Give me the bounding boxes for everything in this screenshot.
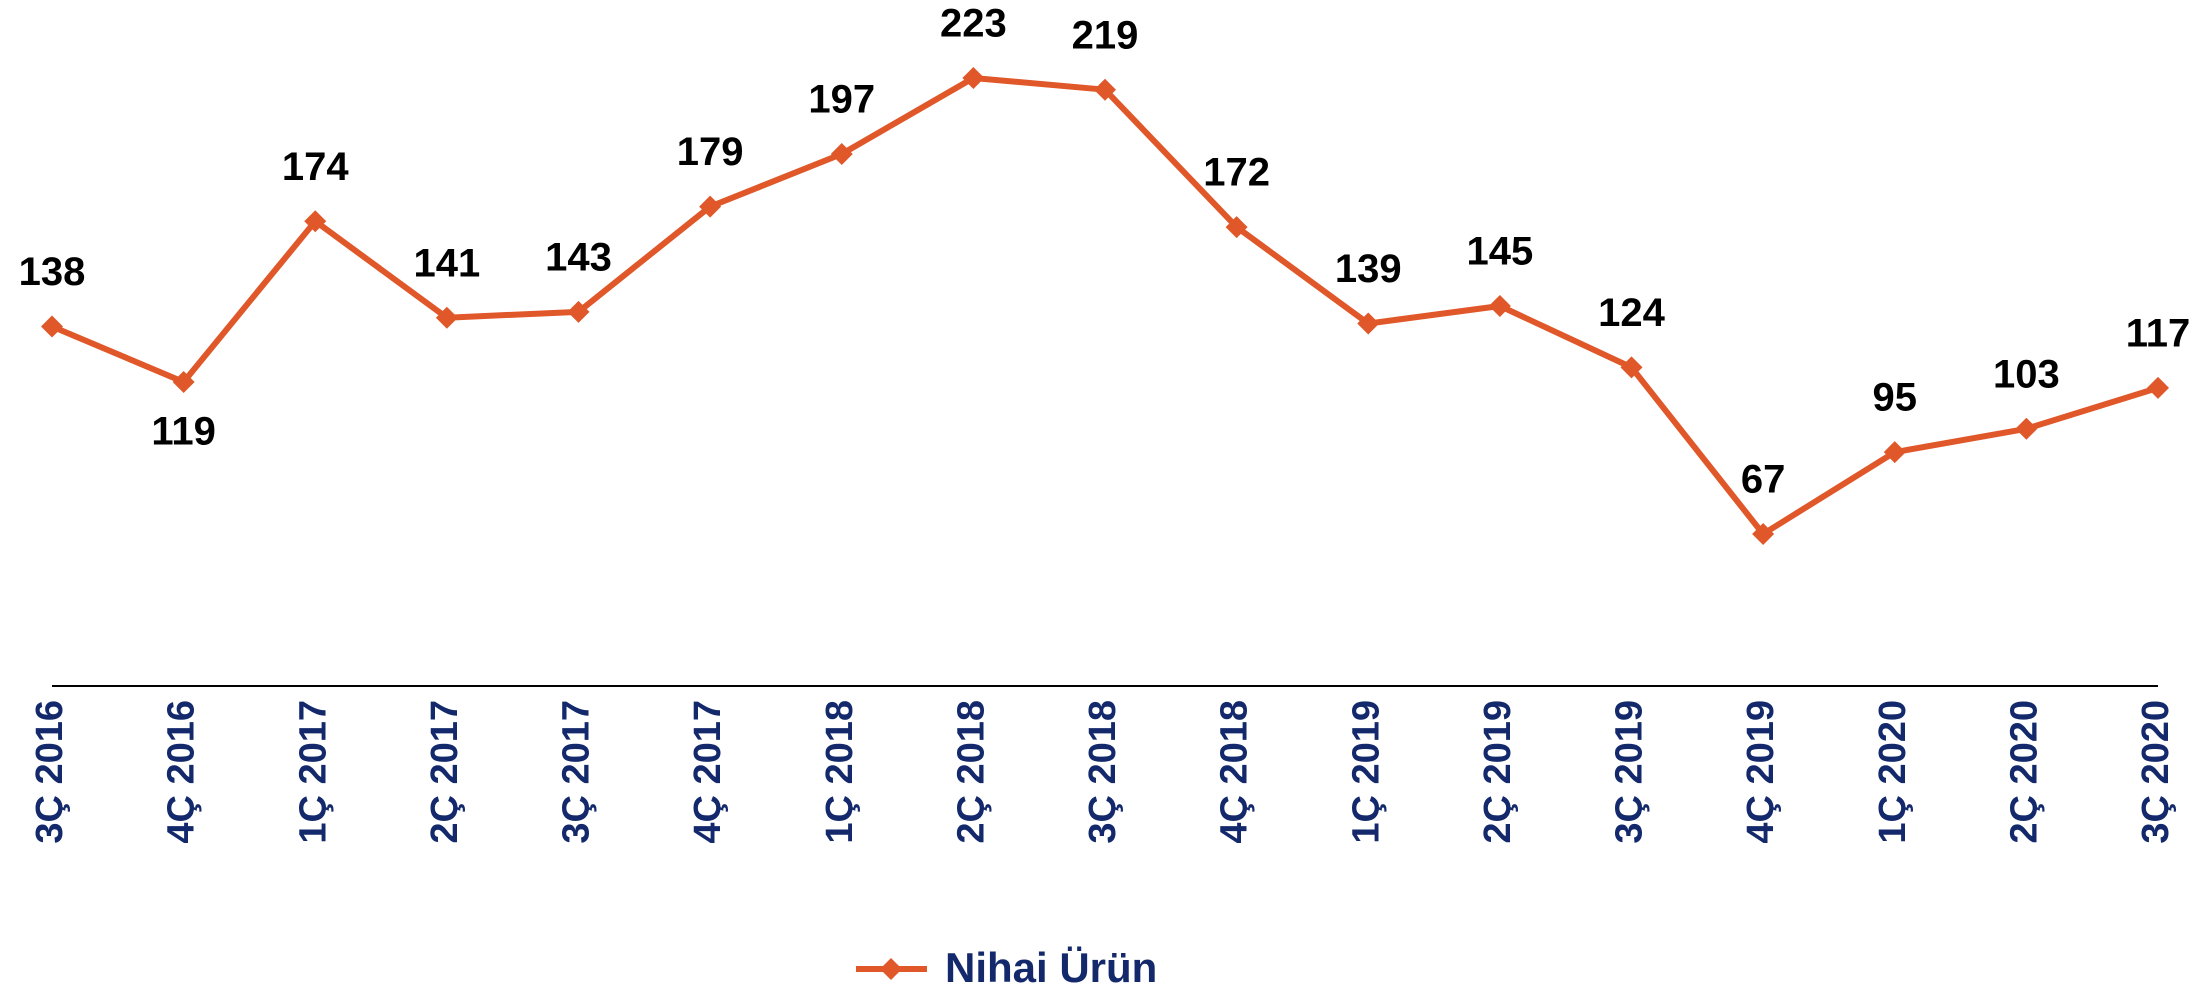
data-label: 197 [808,78,875,122]
data-point [41,315,63,338]
x-tick-label: 2Ç 2017 [424,700,466,844]
data-point [1752,523,1775,545]
data-label: 223 [940,2,1007,46]
data-point [1357,312,1380,335]
data-label: 67 [1741,458,1786,502]
data-label: 174 [282,145,349,189]
x-tick-label: 4Ç 2017 [687,700,729,844]
x-tick-label: 2Ç 2019 [1477,700,1519,844]
x-tick-label: 4Ç 2018 [1214,700,1256,844]
data-label: 138 [19,250,86,294]
legend-marker [880,958,902,980]
x-tick-label: 1Ç 2017 [292,700,334,844]
x-tick-label: 3Ç 2017 [556,700,598,844]
data-point [1883,441,1906,464]
x-tick-label: 4Ç 2019 [1740,700,1782,844]
data-label: 139 [1335,247,1402,291]
data-label: 145 [1467,230,1534,274]
x-tick-label: 2Ç 2020 [2003,700,2045,844]
x-tick-label: 3Ç 2019 [1609,700,1651,844]
data-point [1225,216,1248,239]
data-point [2147,376,2169,399]
data-point [830,143,853,165]
x-tick-label: 4Ç 2016 [161,700,203,844]
data-point [435,306,458,329]
data-point [304,210,327,233]
x-tick-label: 1Ç 2019 [1345,700,1387,844]
data-label: 179 [677,130,744,174]
x-tick-label: 3Ç 2018 [1082,700,1124,844]
data-point [1620,356,1643,379]
data-label: 95 [1873,376,1918,420]
data-label: 143 [545,235,612,279]
data-point [2015,417,2038,440]
x-tick-label: 1Ç 2020 [1872,700,1914,844]
legend-label: Nihai Ürün [945,944,1157,990]
data-label: 119 [151,410,216,454]
x-tick-label: 2Ç 2018 [950,700,992,844]
data-label: 219 [1072,13,1139,57]
data-point [1094,78,1116,101]
data-point [172,371,195,393]
data-label: 141 [414,241,481,285]
data-point [699,195,722,218]
x-tick-label: 1Ç 2018 [819,700,861,844]
data-label: 124 [1598,291,1665,335]
data-point [962,67,985,89]
data-point [1488,295,1511,317]
data-label: 117 [2126,311,2191,355]
data-label: 172 [1203,151,1270,195]
series-line [50,75,2159,537]
x-tick-label: 3Ç 2020 [2135,700,2177,844]
x-tick-label: 3Ç 2016 [29,700,71,844]
data-point [567,300,590,323]
data-label: 103 [1993,352,2060,396]
